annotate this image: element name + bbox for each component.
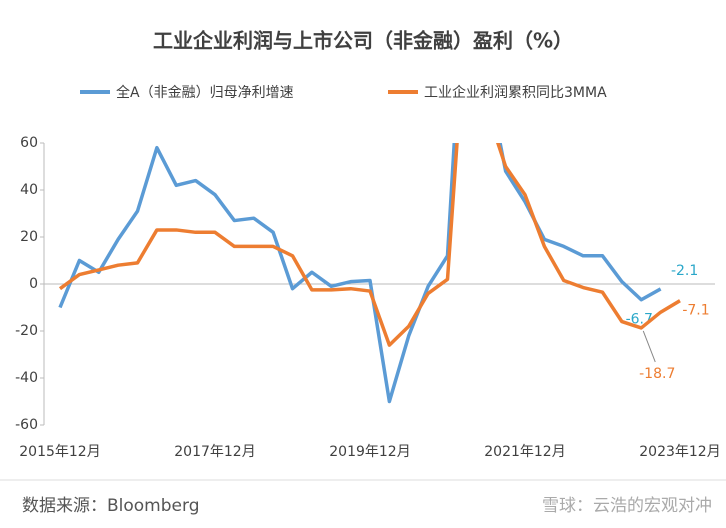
x-tick-label: 2015年12月 bbox=[19, 444, 100, 460]
x-tick-label: 2021年12月 bbox=[484, 444, 565, 460]
y-tick-label: -20 bbox=[15, 323, 38, 339]
x-tick-label: 2017年12月 bbox=[174, 444, 255, 460]
y-tick-label: 0 bbox=[29, 276, 38, 292]
series-line bbox=[58, 143, 681, 347]
y-tick-label: 20 bbox=[20, 229, 38, 245]
chart-title: 工业企业利润与上市公司（非金融）盈利（%） bbox=[153, 29, 573, 53]
y-tick-label: 40 bbox=[20, 182, 38, 198]
data-label: -7.1 bbox=[682, 303, 709, 319]
data-label: -2.1 bbox=[671, 263, 698, 279]
data-label: -18.7 bbox=[639, 366, 675, 382]
legend-label: 工业企业利润累积同比3MMA bbox=[424, 84, 607, 101]
x-tick-label: 2023年12月 bbox=[639, 444, 720, 460]
y-tick-label: -60 bbox=[15, 417, 38, 433]
leader-line bbox=[642, 330, 656, 363]
y-tick-label: 60 bbox=[20, 135, 38, 151]
x-tick-label: 2019年12月 bbox=[329, 444, 410, 460]
series-line bbox=[58, 143, 662, 404]
legend-label: 全A（非金融）归母净利增速 bbox=[116, 84, 294, 101]
source: 数据来源：Bloomberg bbox=[22, 496, 199, 516]
y-tick-label: -40 bbox=[15, 370, 38, 386]
watermark: 雪球：云浩的宏观对冲 bbox=[542, 496, 712, 516]
